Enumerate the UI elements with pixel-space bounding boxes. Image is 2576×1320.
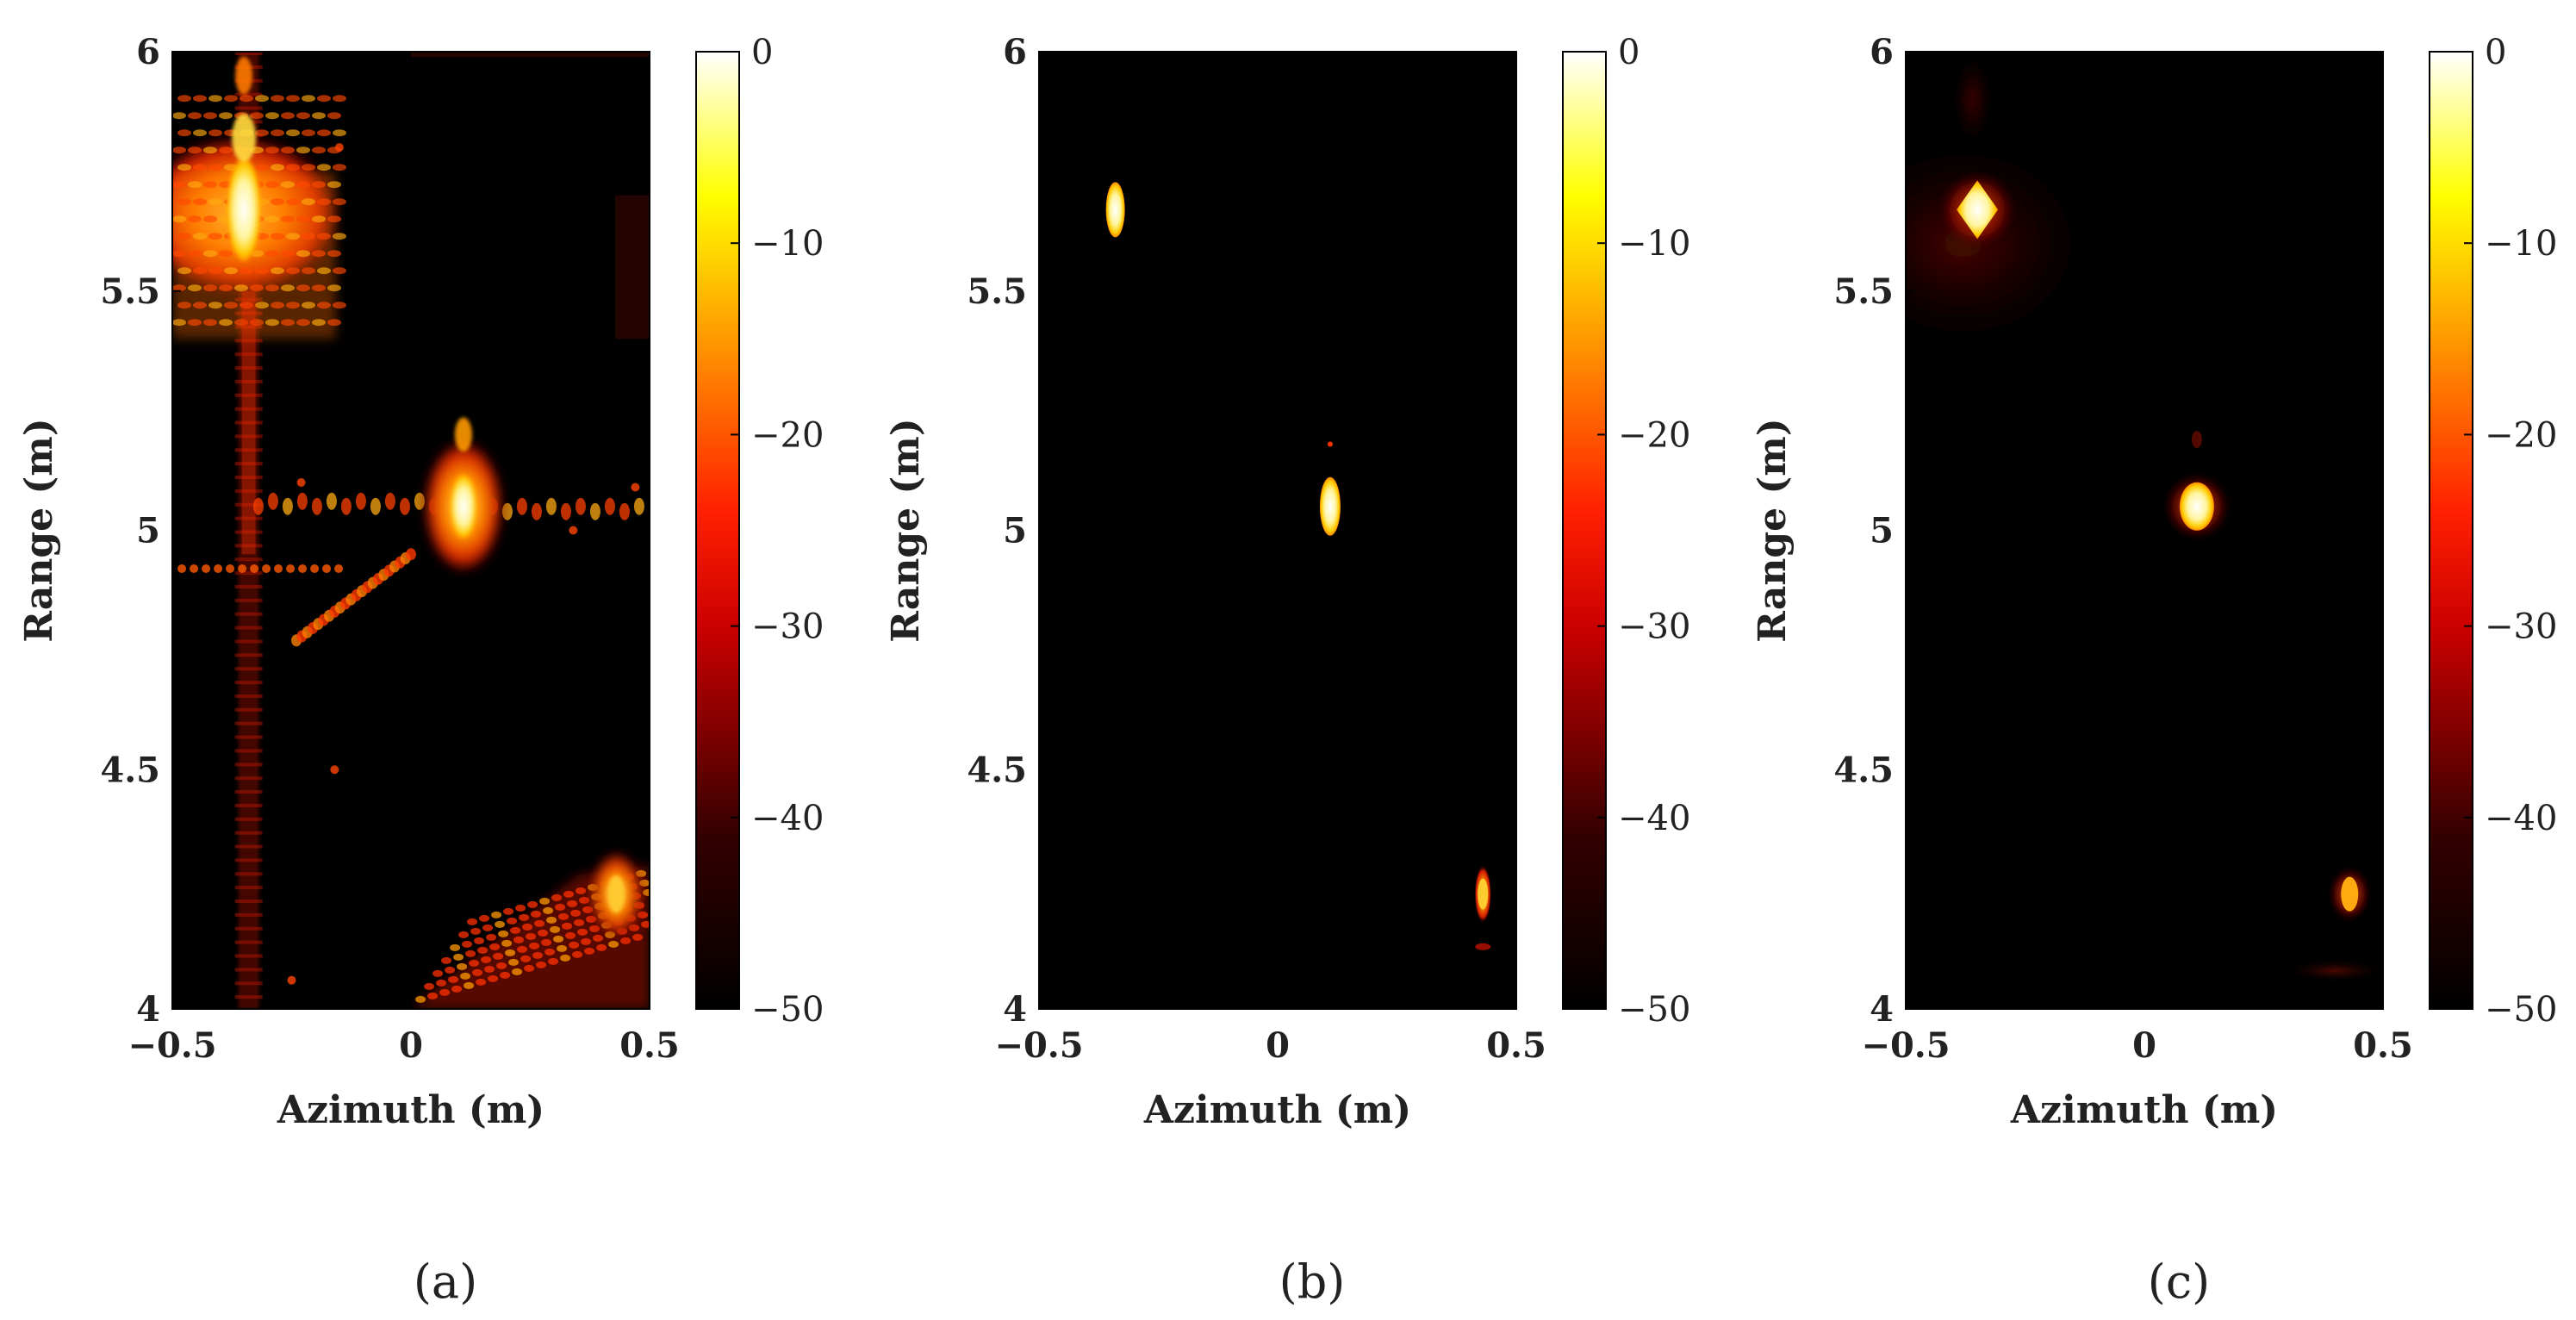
colorbar-tick-label: −50 — [751, 990, 824, 1030]
panel-caption-a: (a) — [414, 1255, 477, 1309]
colorbar-tick-label: −50 — [2485, 990, 2557, 1030]
panel-a: −0.5 0 0.5 4 4.5 5 5.5 6 Azimuth (m) Range (m) 0 −1… — [17, 32, 824, 1309]
panel-b: −0.5 0 0.5 4 4.5 5 5.5 6 Azimuth (m) Range (m) 0 −1… — [884, 32, 1690, 1309]
colorbar-tick-label: −30 — [1618, 607, 1690, 647]
y-tick-label: 5 — [1003, 511, 1027, 551]
colorbar-tick-label: −30 — [751, 607, 824, 647]
y-tick-label: 4.5 — [100, 750, 160, 790]
x-tick-label: −0.5 — [1861, 1025, 1950, 1066]
colorbar-tick-label: −40 — [2485, 799, 2557, 838]
colorbar-tick-label: 0 — [2485, 33, 2506, 72]
y-tick-label: 6 — [1003, 32, 1027, 72]
y-tick-label: 4.5 — [1833, 750, 1894, 790]
x-tick-label: 0.5 — [2353, 1025, 2413, 1066]
y-tick-label: 4.5 — [967, 750, 1027, 790]
colorbar-tick-label: −40 — [751, 799, 824, 838]
x-tick-label: −0.5 — [994, 1025, 1083, 1066]
y-tick-label: 5 — [136, 511, 160, 551]
x-tick-label: 0 — [1266, 1025, 1290, 1066]
colorbar-tick-label: −20 — [751, 415, 824, 455]
x-tick-label: −0.5 — [128, 1025, 216, 1066]
y-tick-label: 4 — [136, 989, 160, 1030]
colorbar-a — [695, 51, 740, 1010]
colorbar-tick-label: −10 — [2485, 224, 2557, 264]
panel-caption-c: (c) — [2148, 1255, 2210, 1309]
x-tick-label: 0.5 — [1486, 1025, 1546, 1066]
x-axis-label: Azimuth (m) — [2010, 1088, 2278, 1132]
x-axis-label: Azimuth (m) — [277, 1088, 544, 1132]
y-tick-label: 6 — [136, 32, 160, 72]
panel-c: −0.5 0 0.5 4 4.5 5 5.5 6 Azimuth (m) Range (m) 0 −1… — [1751, 32, 2557, 1309]
x-tick-label: 0.5 — [619, 1025, 680, 1066]
y-tick-label: 4 — [1870, 989, 1894, 1030]
colorbar-tick-label: −20 — [1618, 415, 1690, 455]
y-axis-label: Range (m) — [884, 418, 928, 642]
y-tick-label: 5.5 — [100, 271, 160, 312]
colorbar-c — [2429, 51, 2473, 1010]
x-tick-label: 0 — [2132, 1025, 2156, 1066]
colorbar-tick-label: −50 — [1618, 990, 1690, 1030]
y-tick-label: 6 — [1870, 32, 1894, 72]
panel-caption-b: (b) — [1279, 1255, 1346, 1309]
heatmap-image-a — [172, 52, 650, 1009]
colorbar-tick-label: 0 — [1618, 33, 1640, 72]
heatmap-image-b — [1105, 182, 1492, 950]
heatmap-image-c — [1906, 52, 2383, 983]
colorbar-tick-label: −10 — [751, 224, 824, 264]
y-tick-label: 5 — [1870, 511, 1894, 551]
colorbar-tick-label: −30 — [2485, 607, 2557, 647]
colorbar-tick-label: −40 — [1618, 799, 1690, 838]
x-axis-label: Azimuth (m) — [1143, 1088, 1411, 1132]
colorbar-tick-label: −20 — [2485, 415, 2557, 455]
y-axis-label: Range (m) — [1751, 418, 1795, 642]
colorbar-tick-label: 0 — [751, 33, 773, 72]
y-axis-label: Range (m) — [17, 418, 61, 642]
y-tick-label: 4 — [1003, 989, 1027, 1030]
y-tick-label: 5.5 — [1833, 271, 1894, 312]
colorbar-b — [1562, 51, 1607, 1010]
colorbar-tick-label: −10 — [1618, 224, 1690, 264]
x-tick-label: 0 — [399, 1025, 423, 1066]
y-tick-label: 5.5 — [967, 271, 1027, 312]
